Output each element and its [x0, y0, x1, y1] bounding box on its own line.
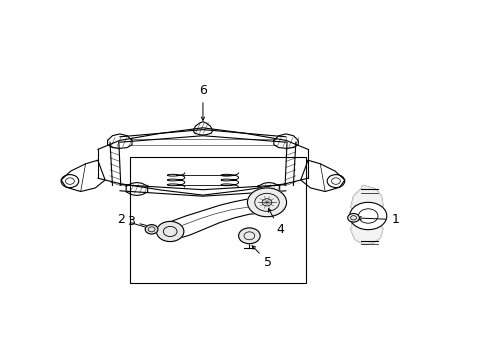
Circle shape — [238, 228, 260, 244]
Text: 3: 3 — [126, 215, 157, 229]
Polygon shape — [350, 185, 382, 244]
Circle shape — [347, 213, 359, 222]
Text: 6: 6 — [199, 84, 206, 120]
Bar — [129, 157, 305, 283]
Text: 4: 4 — [268, 208, 284, 236]
Text: 5: 5 — [252, 246, 271, 269]
Circle shape — [145, 225, 158, 234]
Circle shape — [156, 221, 183, 242]
Circle shape — [247, 188, 286, 217]
Text: 1: 1 — [357, 213, 398, 226]
Circle shape — [349, 202, 386, 230]
Text: 2: 2 — [117, 213, 148, 229]
